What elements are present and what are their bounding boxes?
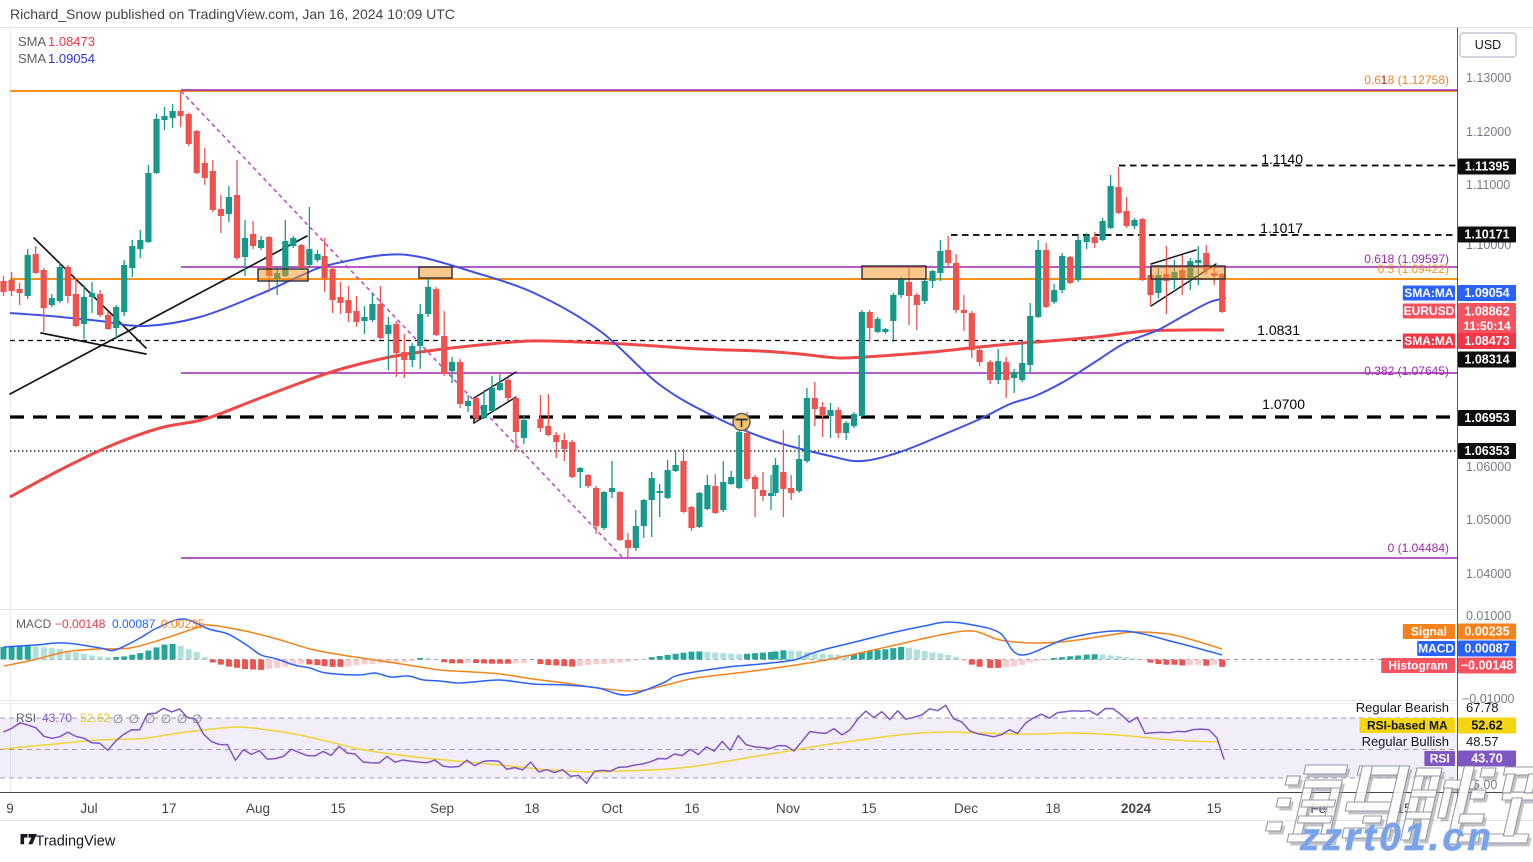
svg-text:15: 15: [1206, 801, 1221, 816]
svg-text:1.0700: 1.0700: [1262, 396, 1305, 412]
svg-text:zzrt01.cn: zzrt01.cn: [1299, 816, 1494, 857]
svg-text:Richard_Snow published on Trad: Richard_Snow published on TradingView.co…: [10, 6, 455, 22]
svg-text:0.00087: 0.00087: [1464, 642, 1509, 656]
svg-text:Histogram: Histogram: [1388, 659, 1447, 673]
svg-text:1.04000: 1.04000: [1466, 567, 1511, 581]
svg-text:Signal: Signal: [1411, 625, 1447, 639]
svg-text:48.57: 48.57: [1466, 734, 1499, 749]
svg-text:43.70: 43.70: [1471, 752, 1502, 766]
svg-text:11:50:14: 11:50:14: [1463, 319, 1511, 333]
svg-text:1.10171: 1.10171: [1464, 228, 1509, 242]
svg-text:1.08314: 1.08314: [1464, 353, 1509, 367]
svg-text:0.5 (1.09422): 0.5 (1.09422): [1378, 262, 1449, 276]
svg-text:52.62: 52.62: [80, 711, 110, 725]
svg-text:MACD: MACD: [1418, 642, 1454, 656]
svg-text:1.0831: 1.0831: [1257, 322, 1300, 338]
svg-text:MACD: MACD: [16, 617, 52, 631]
svg-text:0 (1.04484): 0 (1.04484): [1388, 541, 1449, 555]
svg-text:Aug: Aug: [246, 801, 270, 816]
svg-text:15: 15: [330, 801, 345, 816]
svg-text:15: 15: [861, 801, 876, 816]
svg-text:∅: ∅: [161, 712, 171, 726]
svg-text:1.08862: 1.08862: [1464, 305, 1509, 319]
svg-text:18: 18: [1045, 801, 1060, 816]
svg-text:Nov: Nov: [776, 801, 800, 816]
svg-text:16: 16: [684, 801, 699, 816]
svg-text:Regular Bearish: Regular Bearish: [1356, 700, 1449, 715]
svg-text:RSI: RSI: [16, 711, 36, 725]
svg-text:0.618 (1.12758): 0.618 (1.12758): [1364, 73, 1449, 87]
svg-text:1.13000: 1.13000: [1466, 71, 1511, 85]
svg-text:−0.00148: −0.00148: [1461, 659, 1514, 673]
svg-text:RSI-based MA: RSI-based MA: [1367, 719, 1448, 733]
svg-text:1.09054: 1.09054: [48, 51, 95, 66]
svg-text:1: 1: [1380, 73, 1387, 87]
svg-text:1.11395: 1.11395: [1465, 160, 1510, 174]
svg-text:Sep: Sep: [430, 801, 454, 816]
svg-text:∅: ∅: [113, 712, 123, 726]
svg-text:18: 18: [524, 801, 539, 816]
svg-text:0.00087: 0.00087: [112, 617, 156, 631]
svg-text:RSI: RSI: [1430, 752, 1450, 766]
svg-text:Regular Bullish: Regular Bullish: [1362, 734, 1449, 749]
svg-text:67.78: 67.78: [1466, 700, 1499, 715]
svg-text:1.09054: 1.09054: [1464, 286, 1509, 300]
svg-text:Jul: Jul: [80, 801, 97, 816]
svg-text:2024: 2024: [1121, 801, 1152, 816]
svg-text:Oct: Oct: [601, 801, 622, 816]
svg-text:0.382 (1.07645): 0.382 (1.07645): [1364, 364, 1449, 378]
svg-text:SMA: SMA: [18, 34, 47, 49]
svg-text:USD: USD: [1475, 38, 1501, 52]
svg-text:1.08473: 1.08473: [48, 34, 95, 49]
svg-text:1.08473: 1.08473: [1464, 334, 1509, 348]
svg-text:0.00235: 0.00235: [1464, 625, 1509, 639]
svg-text:52.62: 52.62: [1471, 719, 1502, 733]
svg-text:1.06353: 1.06353: [1464, 444, 1509, 458]
svg-text:1.06953: 1.06953: [1464, 411, 1509, 425]
svg-text:1.12000: 1.12000: [1466, 125, 1511, 139]
svg-text:1.1140: 1.1140: [1261, 151, 1303, 167]
svg-text:17: 17: [161, 801, 176, 816]
svg-text:1.1017: 1.1017: [1260, 220, 1303, 236]
svg-text:9: 9: [6, 801, 14, 816]
svg-text:∅: ∅: [129, 712, 139, 726]
svg-text:∅: ∅: [145, 712, 155, 726]
svg-text:∅: ∅: [177, 712, 187, 726]
svg-text:TradingView: TradingView: [36, 833, 116, 849]
svg-text:0.618 (1.09597): 0.618 (1.09597): [1364, 252, 1449, 266]
svg-text:0.00235: 0.00235: [161, 617, 205, 631]
svg-text:−0.01000: −0.01000: [1462, 692, 1515, 706]
svg-text:−0.00148: −0.00148: [55, 617, 106, 631]
svg-text:1.06000: 1.06000: [1466, 460, 1511, 474]
svg-text:1.11000: 1.11000: [1466, 178, 1510, 192]
svg-text:SMA:MA: SMA:MA: [1404, 334, 1454, 348]
svg-text:0.01000: 0.01000: [1466, 609, 1511, 623]
svg-text:1.05000: 1.05000: [1466, 513, 1511, 527]
svg-text:∅: ∅: [192, 712, 202, 726]
svg-text:EURUSD: EURUSD: [1404, 304, 1455, 318]
svg-text:SMA: SMA: [18, 51, 47, 66]
svg-text:43.70: 43.70: [42, 711, 72, 725]
svg-text:SMA:MA: SMA:MA: [1404, 286, 1454, 300]
svg-text:Dec: Dec: [954, 801, 978, 816]
